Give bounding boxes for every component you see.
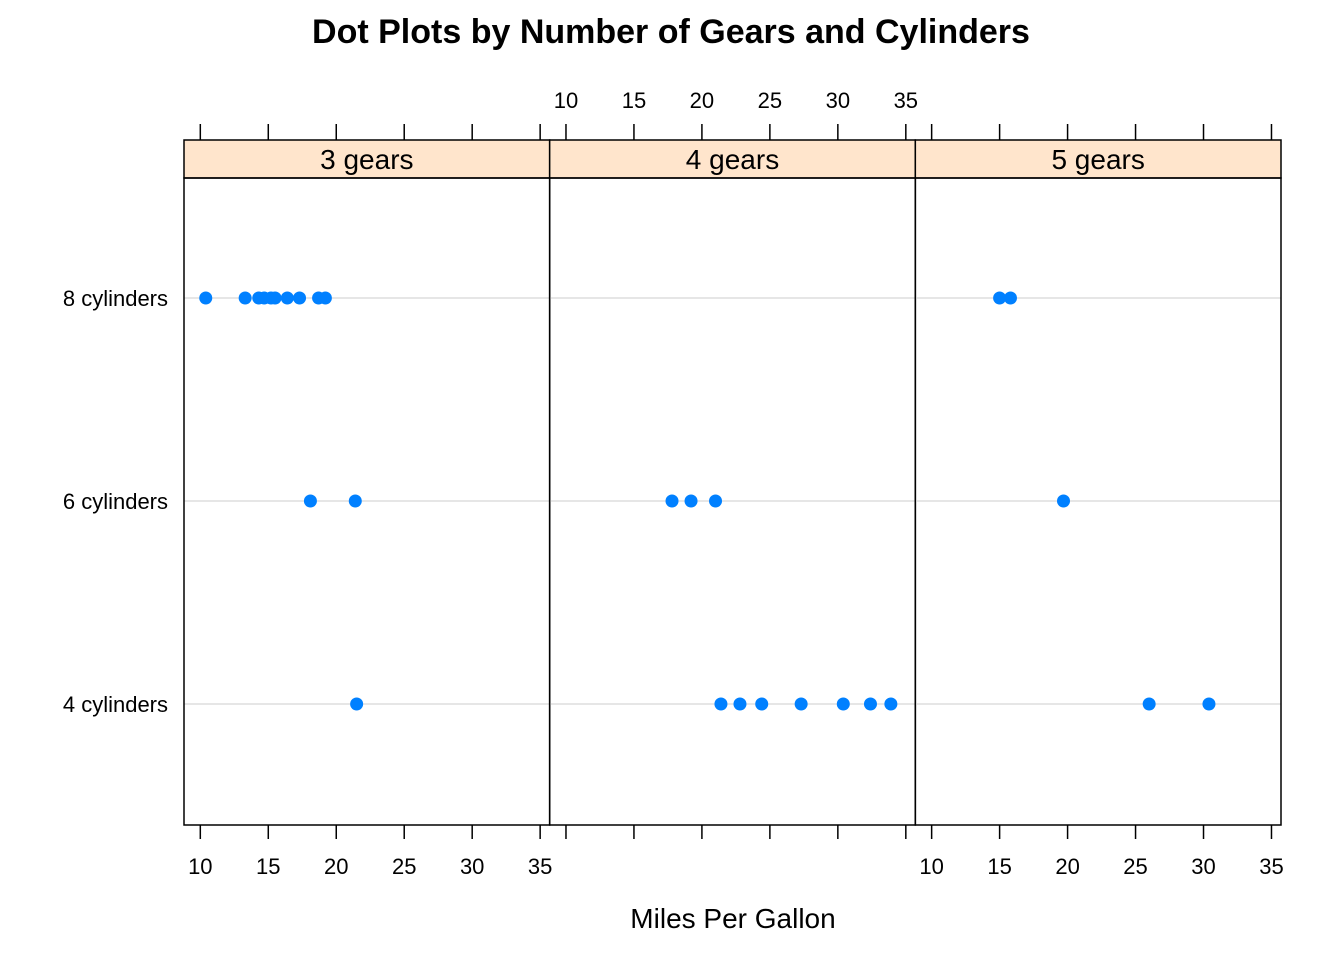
data-point (350, 697, 364, 711)
x-tick-label: 20 (690, 88, 714, 113)
x-tick-label: 30 (1191, 854, 1215, 879)
data-point (1142, 697, 1156, 711)
x-tick-label: 15 (987, 854, 1011, 879)
x-tick-label: 20 (1055, 854, 1079, 879)
panel-strip-label: 5 gears (1051, 144, 1144, 175)
data-point (709, 494, 723, 508)
x-tick-label: 30 (460, 854, 484, 879)
x-tick-label: 15 (622, 88, 646, 113)
data-point (1057, 494, 1071, 508)
data-point (993, 291, 1007, 305)
panel-strip (914, 139, 1282, 179)
data-point (1202, 697, 1216, 711)
chart-title: Dot Plots by Number of Gears and Cylinde… (312, 13, 1030, 51)
data-point (318, 291, 332, 305)
panel-strip (548, 139, 917, 179)
x-tick-label: 35 (528, 854, 552, 879)
panel-2: 4 gears 10 15 20 25 30 35 (548, 88, 918, 839)
panel-3: 5 gears 10 15 20 25 30 35 (914, 124, 1284, 879)
data-point (268, 291, 282, 305)
panel-strip (183, 139, 551, 179)
x-tick-label: 35 (1259, 854, 1283, 879)
x-tick-label: 10 (554, 88, 578, 113)
x-tick-label: 15 (256, 854, 280, 879)
data-point (199, 291, 213, 305)
x-tick-label: 35 (894, 88, 918, 113)
data-point (884, 697, 898, 711)
x-tick-label: 10 (188, 854, 212, 879)
x-tick-label: 10 (919, 854, 943, 879)
data-point (794, 697, 808, 711)
data-point (1003, 291, 1017, 305)
data-point (665, 494, 679, 508)
data-point (714, 697, 728, 711)
panel-1: 3 gears 10 15 20 25 30 35 (183, 124, 552, 879)
data-point (280, 291, 294, 305)
x-tick-label: 30 (826, 88, 850, 113)
data-point (836, 697, 850, 711)
panel-strip-label: 4 gears (686, 144, 779, 175)
data-point (303, 494, 317, 508)
data-point (684, 494, 698, 508)
data-point (293, 291, 307, 305)
row-label: 8 cylinders (63, 286, 168, 311)
row-labels: 4 cylinders 6 cylinders 8 cylinders (63, 286, 168, 717)
x-tick-label: 25 (1123, 854, 1147, 879)
data-point (755, 697, 769, 711)
panel-strip-label: 3 gears (320, 144, 413, 175)
x-tick-label: 25 (758, 88, 782, 113)
data-point (348, 494, 362, 508)
x-tick-label: 25 (392, 854, 416, 879)
x-axis-title: Miles Per Gallon (630, 903, 835, 934)
x-tick-label: 20 (324, 854, 348, 879)
data-point (733, 697, 747, 711)
data-point (863, 697, 877, 711)
data-point (238, 291, 252, 305)
panel-border (914, 177, 1282, 826)
row-label: 6 cylinders (63, 489, 168, 514)
row-label: 4 cylinders (63, 692, 168, 717)
